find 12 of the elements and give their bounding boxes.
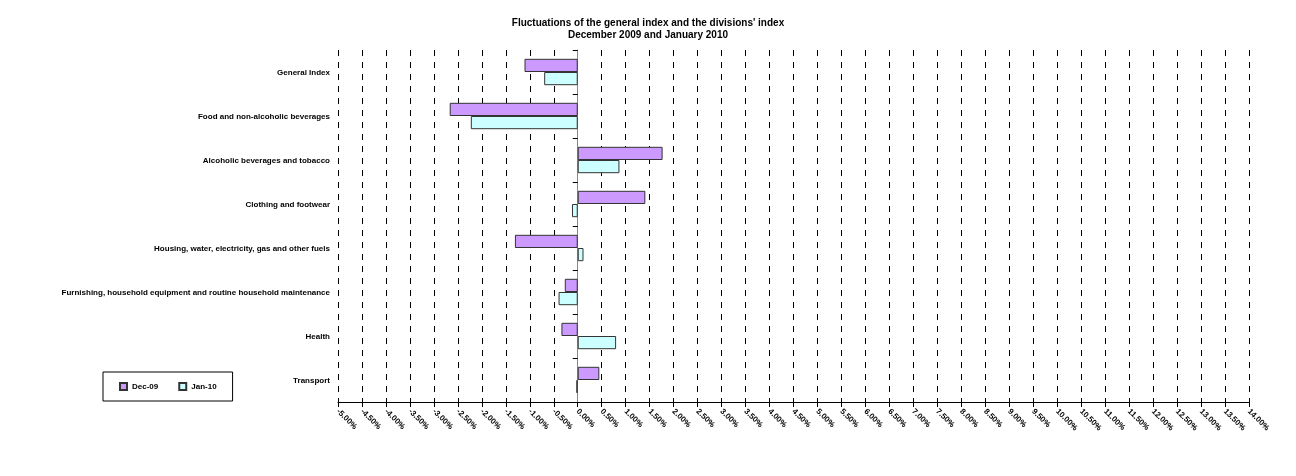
y-tick-label: General Index: [277, 67, 331, 77]
y-tick-label: Housing, water, electricity, gas and other fuels: [154, 243, 331, 253]
y-tick-label: Food and non-alcoholic beverages: [197, 111, 331, 121]
y-tick-label: Alcoholic beverages and tobacco: [202, 155, 331, 165]
chart-title: Fluctuations of the general index and the divisions' index: [511, 16, 785, 28]
legend-label: Jan-10: [191, 382, 218, 391]
legend-label: Dec-09: [132, 382, 159, 391]
y-tick-label: Health: [305, 331, 331, 341]
y-tick-label: Transport: [293, 375, 331, 385]
y-tick-label: Clothing and footwear: [245, 199, 330, 209]
chart-subtitle: December 2009 and January 2010: [567, 28, 729, 40]
y-tick-label: Furnishing, household equipment and routine household maintenance: [61, 287, 331, 297]
